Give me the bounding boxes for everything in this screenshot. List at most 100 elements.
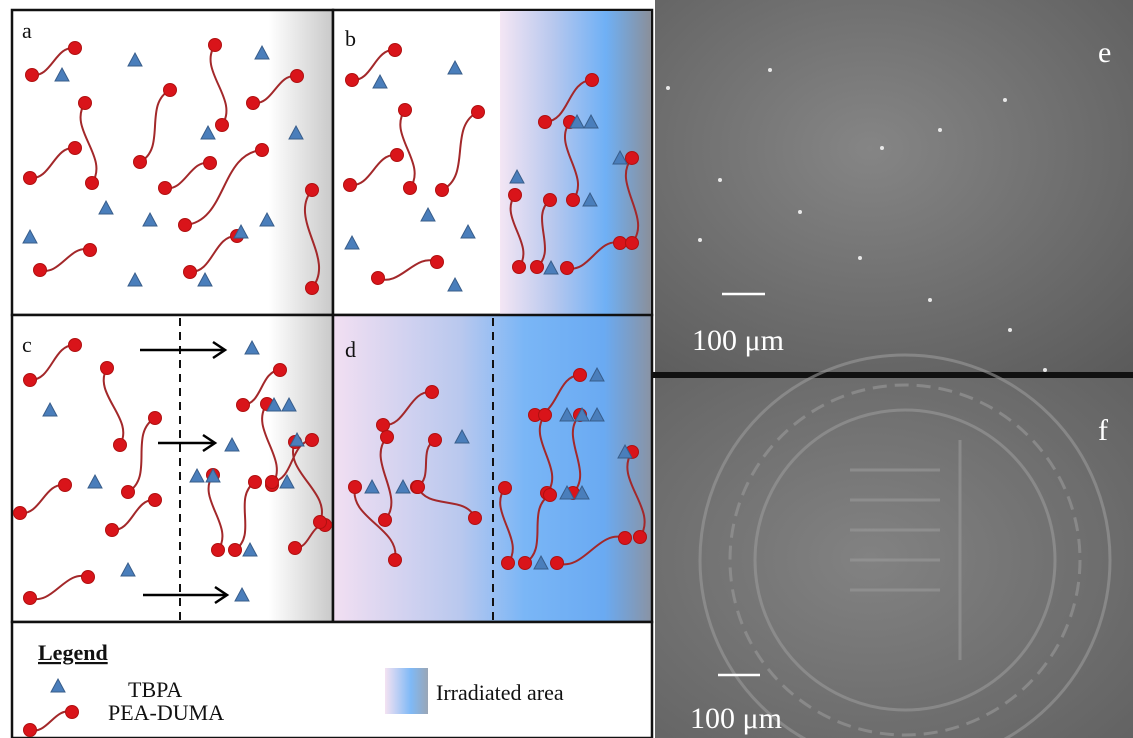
end-group [34, 264, 47, 277]
end-group [204, 157, 217, 170]
end-group [391, 149, 404, 162]
end-group [531, 261, 544, 274]
speck [798, 210, 802, 214]
end-group [149, 494, 162, 507]
end-group [436, 184, 449, 197]
end-group [24, 592, 37, 605]
end-group [179, 219, 192, 232]
end-group [431, 256, 444, 269]
end-group [561, 262, 574, 275]
speck [928, 298, 932, 302]
end-group [634, 531, 647, 544]
end-group [314, 516, 327, 529]
end-group [69, 42, 82, 55]
end-group [159, 182, 172, 195]
end-group [26, 69, 39, 82]
end-group [86, 177, 99, 190]
end-group [349, 481, 362, 494]
speck [698, 238, 702, 242]
end-group [24, 374, 37, 387]
legend-label: PEA-DUMA [108, 700, 224, 725]
end-group [412, 481, 425, 494]
end-group [84, 244, 97, 257]
end-group [59, 479, 72, 492]
micrograph-f [655, 378, 1133, 738]
legend-title: Legend [38, 640, 108, 665]
speck [880, 146, 884, 150]
end-group [79, 97, 92, 110]
end-group [429, 434, 442, 447]
end-group [212, 544, 225, 557]
end-group [513, 261, 526, 274]
scale-label: 100 μm [692, 324, 784, 357]
end-group [346, 74, 359, 87]
end-group [106, 524, 119, 537]
end-group [502, 557, 515, 570]
end-group [274, 364, 287, 377]
end-group [389, 44, 402, 57]
end-group [306, 434, 319, 447]
speck [1008, 328, 1012, 332]
micrographs [652, 0, 1133, 738]
end-group [24, 724, 37, 737]
end-group [626, 237, 639, 250]
speck [718, 178, 722, 182]
panel-label: c [22, 332, 32, 357]
speck [1003, 98, 1007, 102]
end-group [567, 194, 580, 207]
speck [1043, 368, 1047, 372]
end-group [82, 571, 95, 584]
divider [652, 372, 1133, 378]
panel-a [12, 10, 333, 315]
end-group [122, 486, 135, 499]
speck [768, 68, 772, 72]
end-group [184, 266, 197, 279]
end-group [539, 409, 552, 422]
panel-label: e [1098, 36, 1111, 69]
end-group [377, 419, 390, 432]
panel-label: a [22, 18, 32, 43]
end-group [389, 554, 402, 567]
end-group [306, 282, 319, 295]
end-group [247, 97, 260, 110]
legend-label: TBPA [128, 677, 182, 702]
legend-label: Irradiated area [436, 680, 564, 705]
end-group [101, 362, 114, 375]
end-group [544, 194, 557, 207]
speck [858, 256, 862, 260]
end-group [209, 39, 222, 52]
micrograph-e [655, 0, 1133, 372]
end-group [164, 84, 177, 97]
end-group [426, 386, 439, 399]
end-group [291, 70, 304, 83]
speck [666, 86, 670, 90]
end-group [551, 557, 564, 570]
panel-label: d [345, 337, 356, 362]
end-group [66, 706, 79, 719]
end-group [544, 489, 557, 502]
end-group [499, 482, 512, 495]
panel-label: f [1098, 414, 1108, 447]
end-group [216, 119, 229, 132]
scale-label: 100 μm [690, 702, 782, 735]
end-group [614, 237, 627, 250]
end-group [379, 514, 392, 527]
end-group [539, 116, 552, 129]
panel-label: b [345, 26, 356, 51]
end-group [626, 152, 639, 165]
speck [938, 128, 942, 132]
end-group [289, 542, 302, 555]
end-group [344, 179, 357, 192]
end-group [306, 184, 319, 197]
end-group [372, 272, 385, 285]
end-group [381, 431, 394, 444]
end-group [237, 399, 250, 412]
end-group [249, 476, 262, 489]
end-group [399, 104, 412, 117]
end-group [24, 172, 37, 185]
end-group [519, 557, 532, 570]
end-group [586, 74, 599, 87]
end-group [14, 507, 27, 520]
end-group [69, 339, 82, 352]
end-group [509, 189, 522, 202]
